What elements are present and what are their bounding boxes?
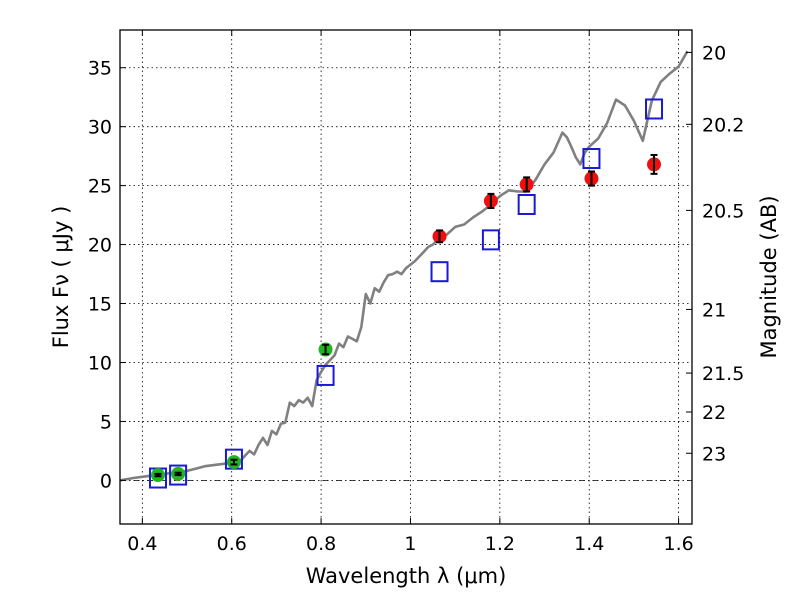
y-tick-label: 30 <box>88 117 112 139</box>
y-tick-label: 15 <box>88 294 112 316</box>
x-tick-label: 1.4 <box>574 533 604 555</box>
x-tick-label: 0.6 <box>217 533 247 555</box>
x-tick-label: 0.4 <box>127 533 157 555</box>
model-photometry-square <box>316 364 335 386</box>
model-photometry-square <box>481 229 500 251</box>
y-axis-label: Flux Fν ( μJy ) <box>49 206 73 349</box>
x-tick-label: 1.6 <box>663 533 693 555</box>
model-photometry-square <box>169 464 188 486</box>
model-photometry-square <box>582 148 601 170</box>
y-tick-label: 10 <box>88 352 112 374</box>
y-tick-label: 0 <box>100 470 112 492</box>
y-tick-label: 25 <box>88 176 112 198</box>
x-tick-label: 0.8 <box>306 533 336 555</box>
x-tick-label: 1 <box>404 533 416 555</box>
right-tick-label: 20 <box>702 42 726 64</box>
y-tick-label: 5 <box>100 411 112 433</box>
data-series <box>119 50 689 489</box>
right-tick-label: 20.5 <box>702 200 744 222</box>
right-tick-label: 21.5 <box>702 363 744 385</box>
plot-frame <box>119 29 693 525</box>
model-photometry-square <box>430 261 449 283</box>
right-axis-label: Magnitude (AB) <box>757 195 781 358</box>
y-tick-label: 20 <box>88 235 112 257</box>
right-tick-label: 21 <box>702 299 726 321</box>
model-photometry-square <box>645 98 664 120</box>
axis-ticks: 0.4 0.6 0.8 1 1.2 1.4 1.6 0 5 10 15 20 25 30 35 20 20.2 2… <box>88 30 744 555</box>
x-tick-label: 1.2 <box>485 533 515 555</box>
right-tick-label: 22 <box>702 402 726 424</box>
y-tick-label: 35 <box>88 58 112 80</box>
right-tick-label: 20.2 <box>702 114 744 136</box>
x-axis-label: Wavelength λ (μm) <box>306 564 507 588</box>
grid-lines <box>120 30 692 524</box>
right-tick-label: 23 <box>702 443 726 465</box>
model-spectrum-line <box>119 50 689 482</box>
model-photometry-square <box>517 193 536 215</box>
